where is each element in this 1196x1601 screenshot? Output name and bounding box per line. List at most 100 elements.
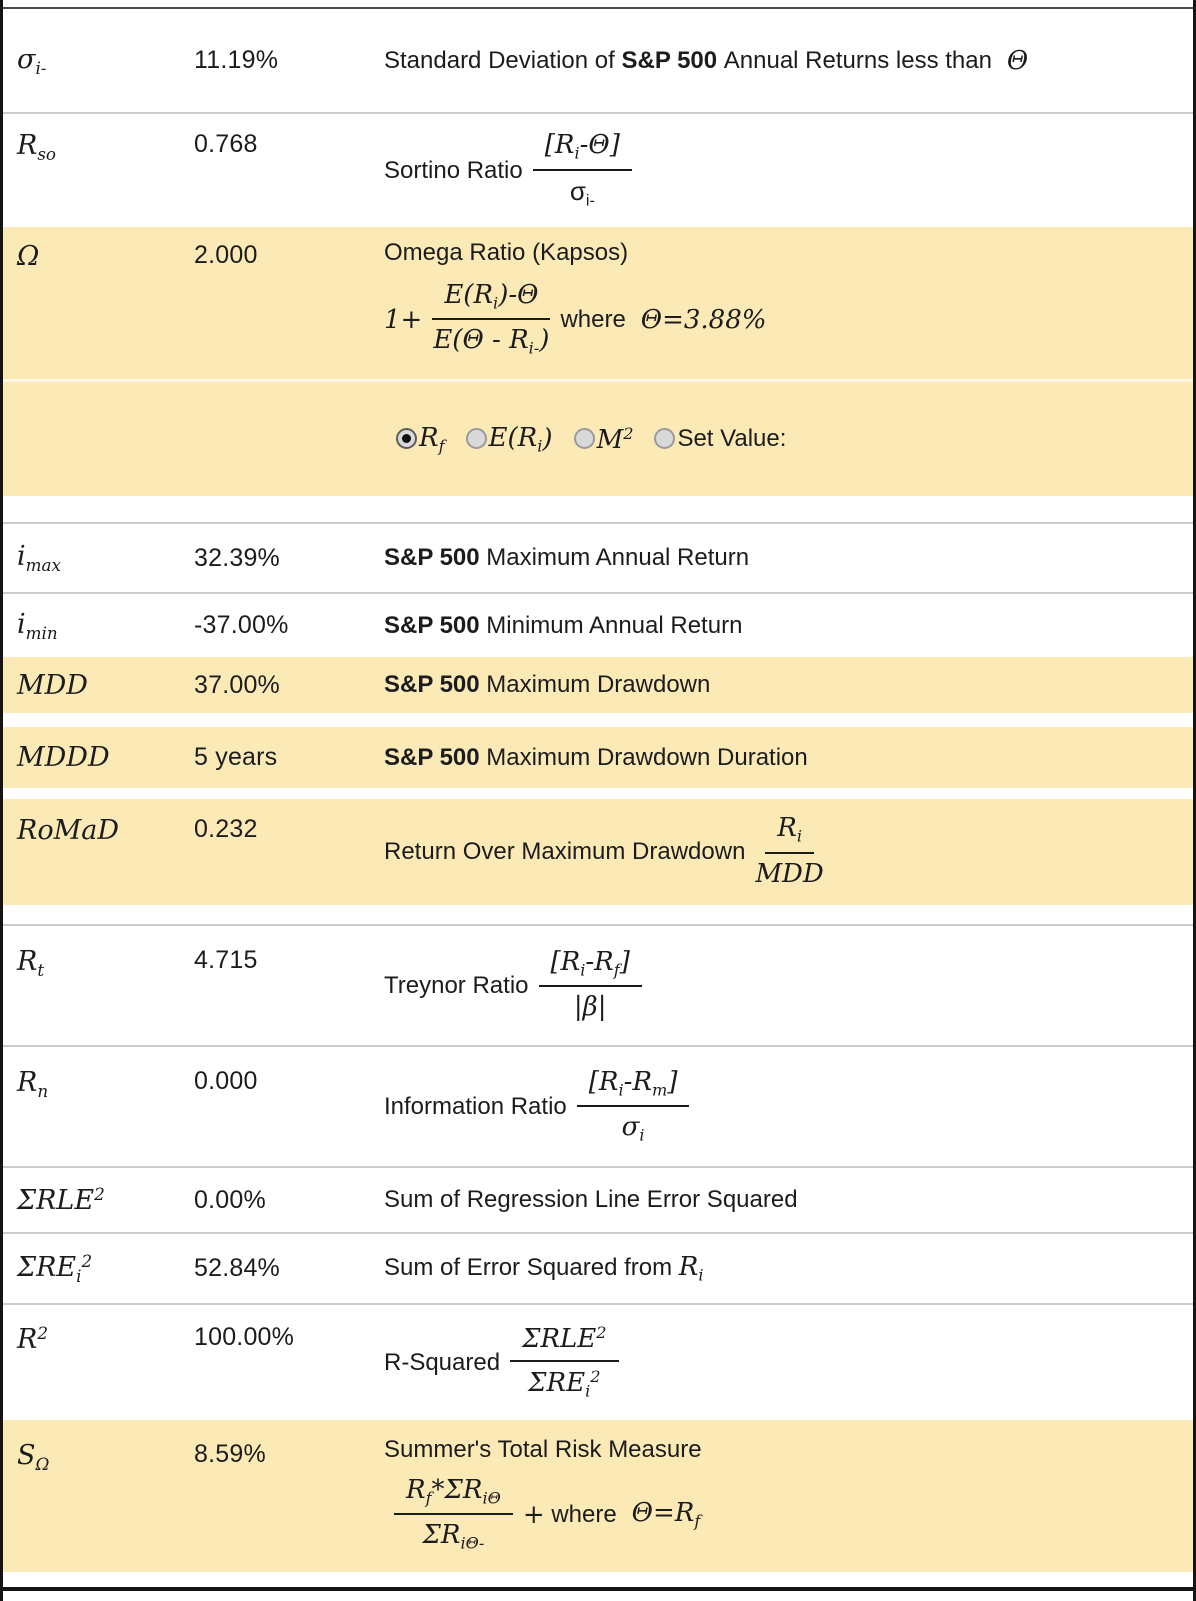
math-text: |β| [573,992,607,1023]
fraction-numerator: ΣRLE2 [510,1323,619,1362]
description-line: S&P 500 Maximum Drawdown Duration [384,744,808,772]
fraction: Rf*ΣRiΘ ΣRiΘ- [394,1475,513,1553]
description-line: Sum of Regression Line Error Squared [384,1186,798,1214]
value-cell: 8.59% [194,1440,266,1468]
table-row-information-ratio: Rn 0.000 Information Ratio [Ri-Rm] σi [3,1045,1193,1166]
math-text: [Ri [544,130,580,163]
radio-option-m2[interactable]: M2 [573,424,634,455]
math-text: Θ=3.88% [632,304,767,335]
plain-text: Set Value: [677,424,787,452]
math-text: MDD [755,858,824,889]
math-text: σi- [17,43,47,78]
value-cell: 100.00% [194,1323,295,1351]
math-text: 1+ [384,304,423,335]
math-text: M2 [596,423,634,455]
math-text: ΣRLE2 [17,1183,105,1217]
fraction-numerator: [Ri-Rf] [538,946,642,988]
plain-text: Maximum Annual Return [479,544,750,571]
symbol-cell [3,382,194,496]
math-text: ] [619,946,630,977]
plain-text: Minimum Annual Return [479,611,743,639]
table-row-sigma-i-minus: σi- 11.19% Standard Deviation of S&P 500 A… [3,9,1193,112]
description-line: S&P 500 Maximum Annual Return [384,544,749,572]
table-row-i-max: imax 32.39% S&P 500 Maximum Annual Return [3,522,1193,592]
symbol-cell: imax [3,524,194,592]
value-cell: 0.000 [194,1067,258,1095]
metrics-table: σi- 11.19% Standard Deviation of S&P 500 A… [3,7,1193,1591]
math-text: RoMaD [17,815,119,846]
emphasis-text: S&P 500 [384,743,480,771]
table-row-treynor-ratio: Rt 4.715 Treynor Ratio [Ri-Rf] |β| [3,924,1193,1045]
emphasis-text: S&P 500 [384,611,480,639]
math-text: ] [667,1066,678,1097]
description-cell: Sum of Error Squared from Ri [384,1234,1193,1303]
description-cell: Information Ratio [Ri-Rm] σi [384,1047,1193,1166]
fraction-denominator: ΣRiΘ- [423,1515,485,1553]
plain-text: Return Over Maximum Drawdown [384,838,746,865]
fraction: [Ri-Rf] |β| [538,946,642,1023]
radio-option-set-value[interactable]: Set Value: [654,425,786,453]
fraction-numerator: Rf*ΣRiΘ [394,1475,513,1516]
symbol-cell: RoMaD [3,799,194,846]
fraction-denominator: σi [622,1107,645,1145]
value-cell: 37.00% [194,670,280,699]
radio-rf-label: Rf [419,423,445,456]
symbol-cell: MDDD [3,727,194,788]
radio-option-eri[interactable]: E(Ri) [465,423,553,456]
math-text: ΣRiΘ- [422,1520,485,1553]
fraction-numerator: [Ri-Rm] [576,1066,690,1107]
table-row-r-squared: R2 100.00% R-Squared ΣRLE2 ΣREi2 [3,1303,1193,1420]
math-text: MDDD [17,742,110,773]
plain-text: Information Ratio [384,1092,567,1120]
math-text: ΣREi2 [17,1250,93,1287]
fraction-denominator: ΣREi2 [528,1362,600,1401]
value-cell: 0.232 [194,815,258,843]
description-line: Treynor Ratio [Ri-Rf] |β| [384,946,652,1023]
value-cell: 0.768 [194,130,258,158]
radio-option-rf[interactable]: Rf [396,423,445,456]
description-line: R-Squared ΣRLE2 ΣREi2 [384,1323,629,1401]
emphasis-text: S&P 500 [384,544,480,571]
math-text: Rso [17,130,57,164]
math-text: Rt [17,946,45,980]
description-line: Rf*ΣRiΘ ΣRiΘ- + where Θ=Rf [384,1475,1169,1553]
math-text: ) [542,423,553,454]
plain-text: Sortino Ratio [384,156,523,184]
description-line: S&P 500 Minimum Annual Return [384,612,742,640]
value-cell: 52.84% [194,1254,280,1282]
radio-m2-label: M2 [597,424,634,455]
description-cell: Omega Ratio (Kapsos) 1+ E(Ri)-Θ E(Θ - Ri-) w… [384,227,1193,379]
math-text: E(Ri [488,422,543,456]
radio-set-value-button[interactable] [654,428,676,450]
fraction: [Ri-Rm] σi [576,1066,690,1145]
symbol-cell: ΣREi2 [3,1234,194,1303]
radio-rf-button[interactable] [396,428,417,450]
plain-text: Omega Ratio (Kapsos) [384,239,629,266]
math-text: Ri [678,1252,704,1285]
math-text: imin [17,608,58,643]
radio-eri-label: E(Ri) [489,423,553,456]
math-text: σi [621,1112,645,1145]
math-text: E(Θ - Ri- [433,325,540,358]
emphasis-text: S&P 500 [384,671,480,698]
math-text: Rf [406,1475,432,1508]
symbol-cell: Rso [3,114,194,164]
fraction: ΣRLE2 ΣREi2 [510,1323,619,1401]
value-cell: 11.19% [194,46,279,74]
description-line: S&P 500 Maximum Drawdown [384,671,710,699]
plain-text: Sum of Error Squared from [384,1254,679,1282]
description-cell: Sum of Regression Line Error Squared [384,1168,1193,1232]
description-line: Rf E(Ri) M2 Set Value: [396,423,807,456]
fraction-denominator: E(Θ - Ri-) [433,320,549,358]
radio-eri-button[interactable] [465,428,487,450]
symbol-cell: SΩ [3,1420,194,1474]
math-text: σi- [569,175,595,210]
radio-m2-button[interactable] [573,428,595,450]
math-text: Θ [998,45,1029,76]
math-text: E(Ri [444,280,499,313]
plain-text: Standard Deviation of [384,46,622,74]
math-text: ) [539,325,550,356]
symbol-cell: MDD [3,657,194,713]
fraction: E(Ri)-Θ E(Θ - Ri-) [432,280,551,358]
